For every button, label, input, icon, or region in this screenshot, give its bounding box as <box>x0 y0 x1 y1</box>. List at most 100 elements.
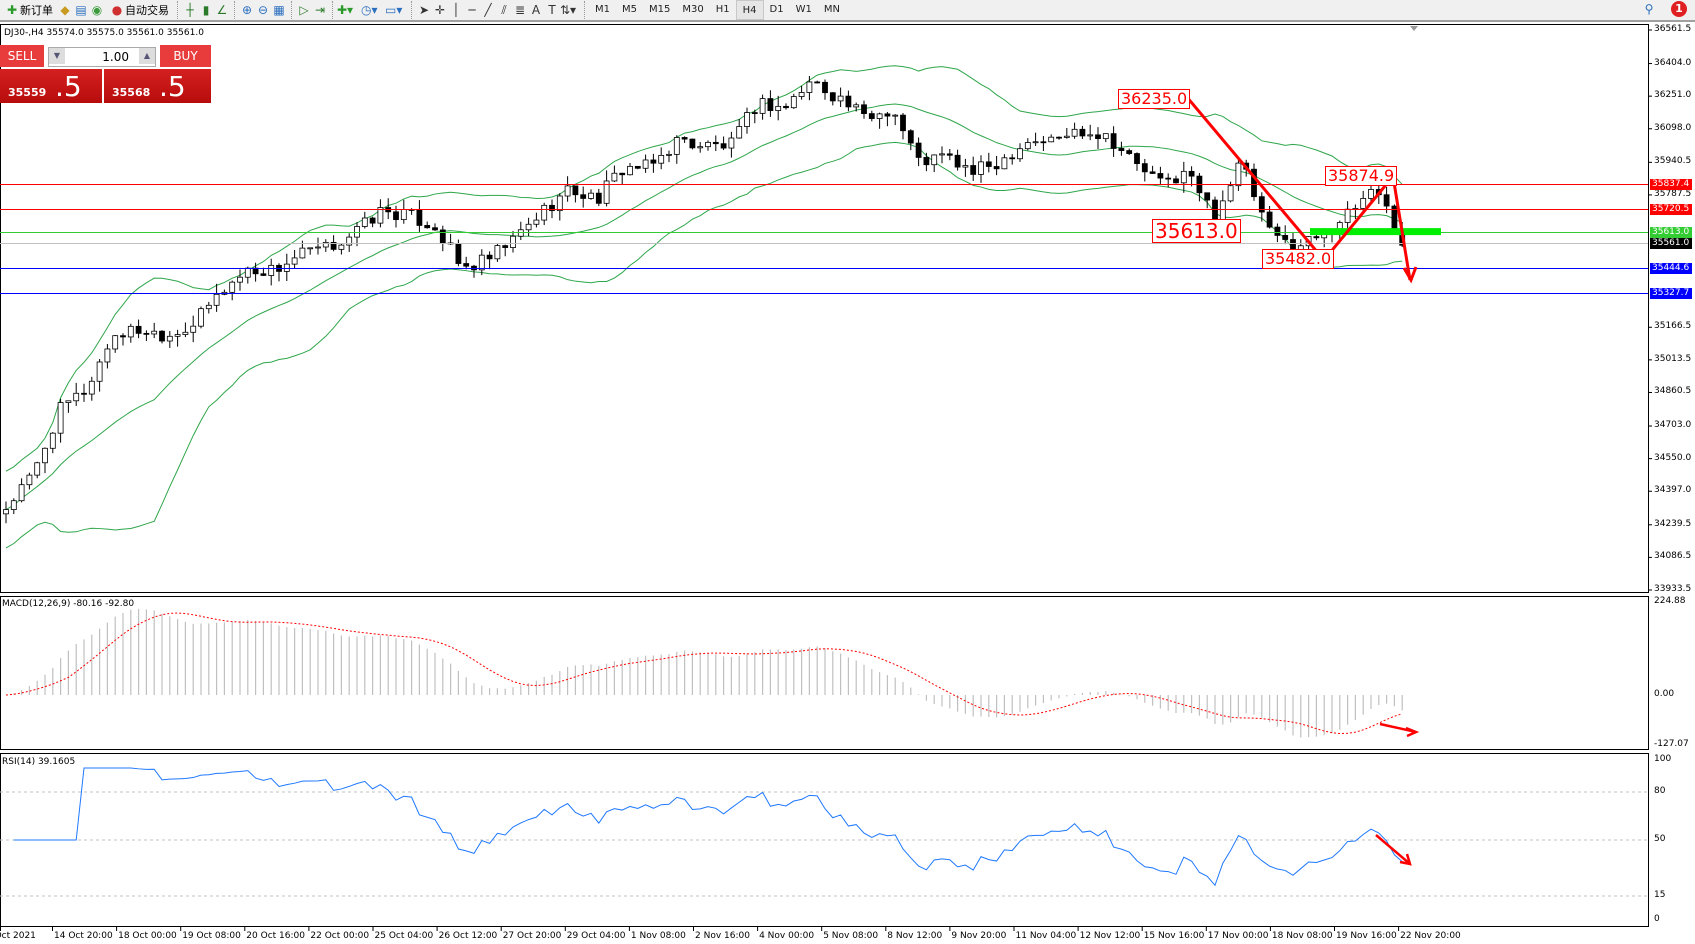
candle-bull <box>556 195 563 212</box>
candle-bull <box>198 308 204 327</box>
signals-icon[interactable]: ◉ <box>91 3 103 17</box>
timeframe-h4[interactable]: H4 <box>735 0 764 20</box>
indicators-icon[interactable]: ✚▾ <box>337 3 354 17</box>
candle-bear <box>439 229 446 244</box>
time-axis-label: 11 Nov 04:00 <box>1015 931 1077 941</box>
search-icon[interactable]: ⚲ <box>1644 2 1654 16</box>
candle-bull <box>939 153 945 156</box>
buy-price[interactable]: 35568 .5 <box>104 69 211 103</box>
auto-trading-label: 自动交易 <box>125 4 169 17</box>
buy-price-main: 35568 <box>112 86 151 99</box>
candle-bull <box>1102 133 1109 140</box>
lot-decrease-icon[interactable]: ▼ <box>49 48 65 64</box>
zoom-out-icon[interactable]: ⊖ <box>257 3 269 17</box>
text-label-icon[interactable]: T <box>548 3 556 17</box>
timeframe-m15[interactable]: M15 <box>649 4 671 15</box>
autoscroll-icon[interactable]: ▷ <box>299 3 309 17</box>
horizontal-line-icon[interactable]: ─ <box>468 3 476 17</box>
price-axis-label: 36251.0 <box>1654 90 1692 101</box>
candle-bear <box>1173 178 1179 184</box>
crosshair-icon[interactable]: ✛ <box>434 3 446 17</box>
time-axis-label: 25 Oct 04:00 <box>374 931 434 941</box>
candle-bear <box>143 332 150 335</box>
candle-bear <box>1266 211 1273 228</box>
lot-size-input[interactable]: 1.00 <box>48 47 156 67</box>
time-axis-label: 29 Oct 04:00 <box>566 931 626 941</box>
candlestick-icon[interactable]: ▮ <box>202 3 210 17</box>
equidistant-channel-icon[interactable]: ⫽ <box>501 3 507 17</box>
vertical-line-icon[interactable]: │ <box>452 3 460 17</box>
candle-bull <box>65 400 72 403</box>
candle-bear <box>822 81 828 94</box>
candle-bull <box>627 165 633 176</box>
candle-bull <box>3 509 9 515</box>
notification-badge[interactable]: 1 <box>1671 1 1687 17</box>
timeframe-m1[interactable]: M1 <box>595 4 610 15</box>
fibonacci-icon[interactable]: ≣ <box>514 3 526 17</box>
candle-bull <box>798 92 805 97</box>
price-annotation: 35874.9 <box>1325 166 1398 186</box>
timeframe-mn[interactable]: MN <box>823 4 840 15</box>
rsi-axis-label: 80 <box>1654 786 1666 796</box>
timeframe-d1[interactable]: D1 <box>769 4 784 15</box>
navigator-icon[interactable]: ▤ <box>75 3 87 17</box>
time-axis-label: 2 Nov 16:00 <box>695 931 750 941</box>
candle-bull <box>564 185 571 197</box>
time-axis-label: 27 Oct 20:00 <box>502 931 562 941</box>
candle-bear <box>1258 196 1265 213</box>
support-zone-bar <box>1310 228 1441 236</box>
main-pane-border <box>0 24 1649 593</box>
candle-bull <box>837 95 844 102</box>
candle-bull <box>892 114 899 117</box>
line-chart-icon[interactable]: ∠ <box>216 3 228 17</box>
candle-bear <box>751 112 758 114</box>
templates-icon[interactable]: ▭▾ <box>385 3 403 17</box>
chart-shift-icon[interactable]: ⇥ <box>314 3 326 17</box>
candle-bear <box>1118 148 1125 151</box>
rsi-axis-label: 50 <box>1654 834 1666 844</box>
candle-bull <box>603 180 610 204</box>
new-order-button[interactable]: ✚ 新订单 <box>0 0 57 20</box>
sell-button[interactable]: SELL <box>0 45 44 67</box>
auto-trading-icon: ● <box>111 3 123 17</box>
trendline-icon[interactable]: ╱ <box>484 3 492 17</box>
candle-bull <box>127 325 134 338</box>
candle-bull <box>666 153 672 156</box>
arrows-icon[interactable]: ⇅▾ <box>560 3 577 17</box>
zoom-in-icon[interactable]: ⊕ <box>241 3 253 17</box>
candle-bull <box>151 330 158 335</box>
time-axis-label: 20 Oct 16:00 <box>246 931 305 941</box>
candle-bear <box>81 392 87 395</box>
candle-bull <box>291 257 298 265</box>
timeframe-h1[interactable]: H1 <box>715 4 730 15</box>
buy-button[interactable]: BUY <box>160 45 211 67</box>
candle-bull <box>1071 128 1078 137</box>
rsi-line <box>13 767 1403 887</box>
new-order-label: 新订单 <box>20 4 53 17</box>
timeframe-w1[interactable]: W1 <box>795 4 812 15</box>
auto-trading-button[interactable]: ● 自动交易 <box>105 0 173 20</box>
candle-bear <box>1274 226 1281 236</box>
cursor-icon[interactable]: ➤ <box>418 3 430 17</box>
candle-bear <box>1282 235 1289 240</box>
time-axis-label: 19 Oct 08:00 <box>182 931 241 941</box>
timeframe-m5[interactable]: M5 <box>622 4 637 15</box>
candle-bear <box>861 104 867 114</box>
sell-price[interactable]: 35559 .5 <box>0 69 102 103</box>
candle-bear <box>486 254 493 260</box>
time-axis-label: 4 Nov 00:00 <box>759 931 815 941</box>
bar-chart-icon[interactable]: ┼ <box>186 3 194 17</box>
lot-increase-icon[interactable]: ▲ <box>139 48 155 64</box>
periods-icon[interactable]: ◷▾ <box>361 3 378 17</box>
candle-bear <box>1040 141 1047 144</box>
price-axis-label: 35013.5 <box>1654 353 1692 364</box>
candle-bear <box>416 209 423 226</box>
tile-windows-icon[interactable]: ▦ <box>273 3 285 17</box>
candle-bear <box>1157 173 1164 179</box>
text-icon[interactable]: A <box>531 3 541 17</box>
market-watch-icon[interactable]: ◆ <box>60 3 70 17</box>
candle-bear <box>619 172 626 176</box>
macd-axis-label: -127.07 <box>1654 739 1689 749</box>
timeframe-m30[interactable]: M30 <box>682 4 704 15</box>
